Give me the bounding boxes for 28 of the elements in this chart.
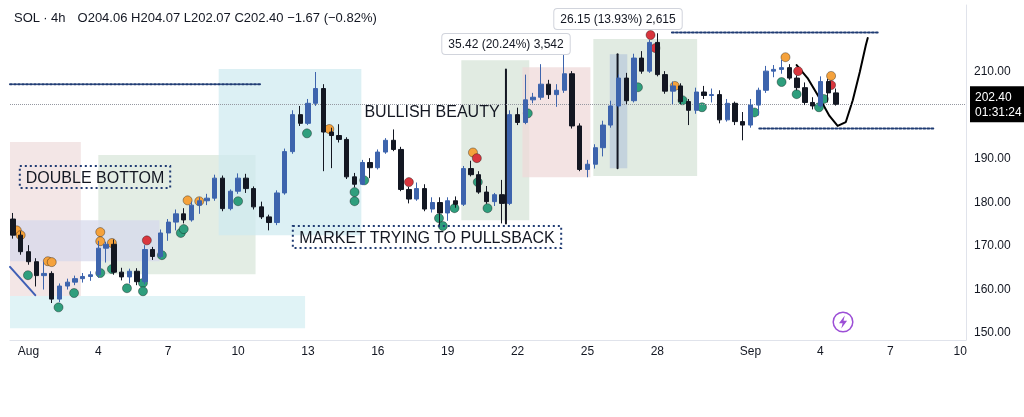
x-tick-label: 22 xyxy=(510,344,525,358)
y-tick-label: 160.00 xyxy=(974,281,1012,296)
x-tick-label: 16 xyxy=(371,344,385,358)
x-tick-label: Sep xyxy=(739,344,762,358)
annotation: MARKET TRYING TO PULLSBACK xyxy=(299,228,556,246)
ref-line-label: 202.40 01:31:24 xyxy=(975,89,1023,119)
annotation: 26.15 (13.93%) 2,615 xyxy=(560,12,677,26)
chart-title: SOL · 4h xyxy=(14,10,66,25)
x-tick-label: 10 xyxy=(231,344,246,358)
x-tick-label: 10 xyxy=(953,344,968,358)
x-tick-label: 25 xyxy=(580,344,595,358)
chart-subtitle: O204.06 H204.07 L202.07 C202.40 −1.67 (−0.82%) xyxy=(77,10,377,25)
x-tick-label: 13 xyxy=(301,344,315,358)
x-tick-label: 28 xyxy=(650,344,665,358)
annotation: BULLISH BEAUTY xyxy=(364,102,500,120)
y-tick-label: 180.00 xyxy=(974,194,1012,209)
x-tick-label: 19 xyxy=(441,344,455,358)
x-tick-label: 7 xyxy=(164,344,172,358)
x-tick-label: 4 xyxy=(94,344,102,358)
x-tick-label: 4 xyxy=(817,344,825,358)
annotation: 35.42 (20.24%) 3,542 xyxy=(448,37,565,51)
annotation: DOUBLE BOTTOM xyxy=(25,168,165,186)
x-tick-label: Aug xyxy=(17,344,40,358)
y-tick-label: 210.00 xyxy=(974,64,1012,79)
y-tick-label: 170.00 xyxy=(974,238,1012,253)
x-tick-label: 7 xyxy=(886,344,894,358)
y-tick-label: 150.00 xyxy=(974,325,1012,340)
y-tick-label: 190.00 xyxy=(974,151,1012,166)
